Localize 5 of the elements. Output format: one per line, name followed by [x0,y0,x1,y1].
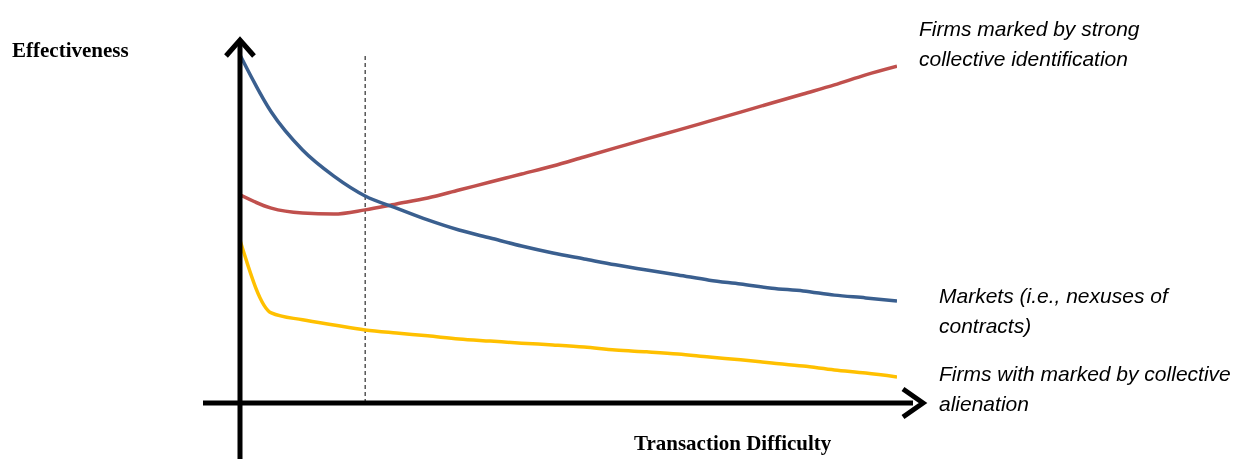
x-axis-title: Transaction Difficulty [634,431,832,456]
y-axis-title: Effectiveness [12,38,129,63]
series-label: Firms marked by strong collective identification [919,16,1141,73]
text: Markets (i.e., nexuses of contracts) [939,283,1171,340]
text: Firms with marked by collective alienation [939,360,1232,417]
